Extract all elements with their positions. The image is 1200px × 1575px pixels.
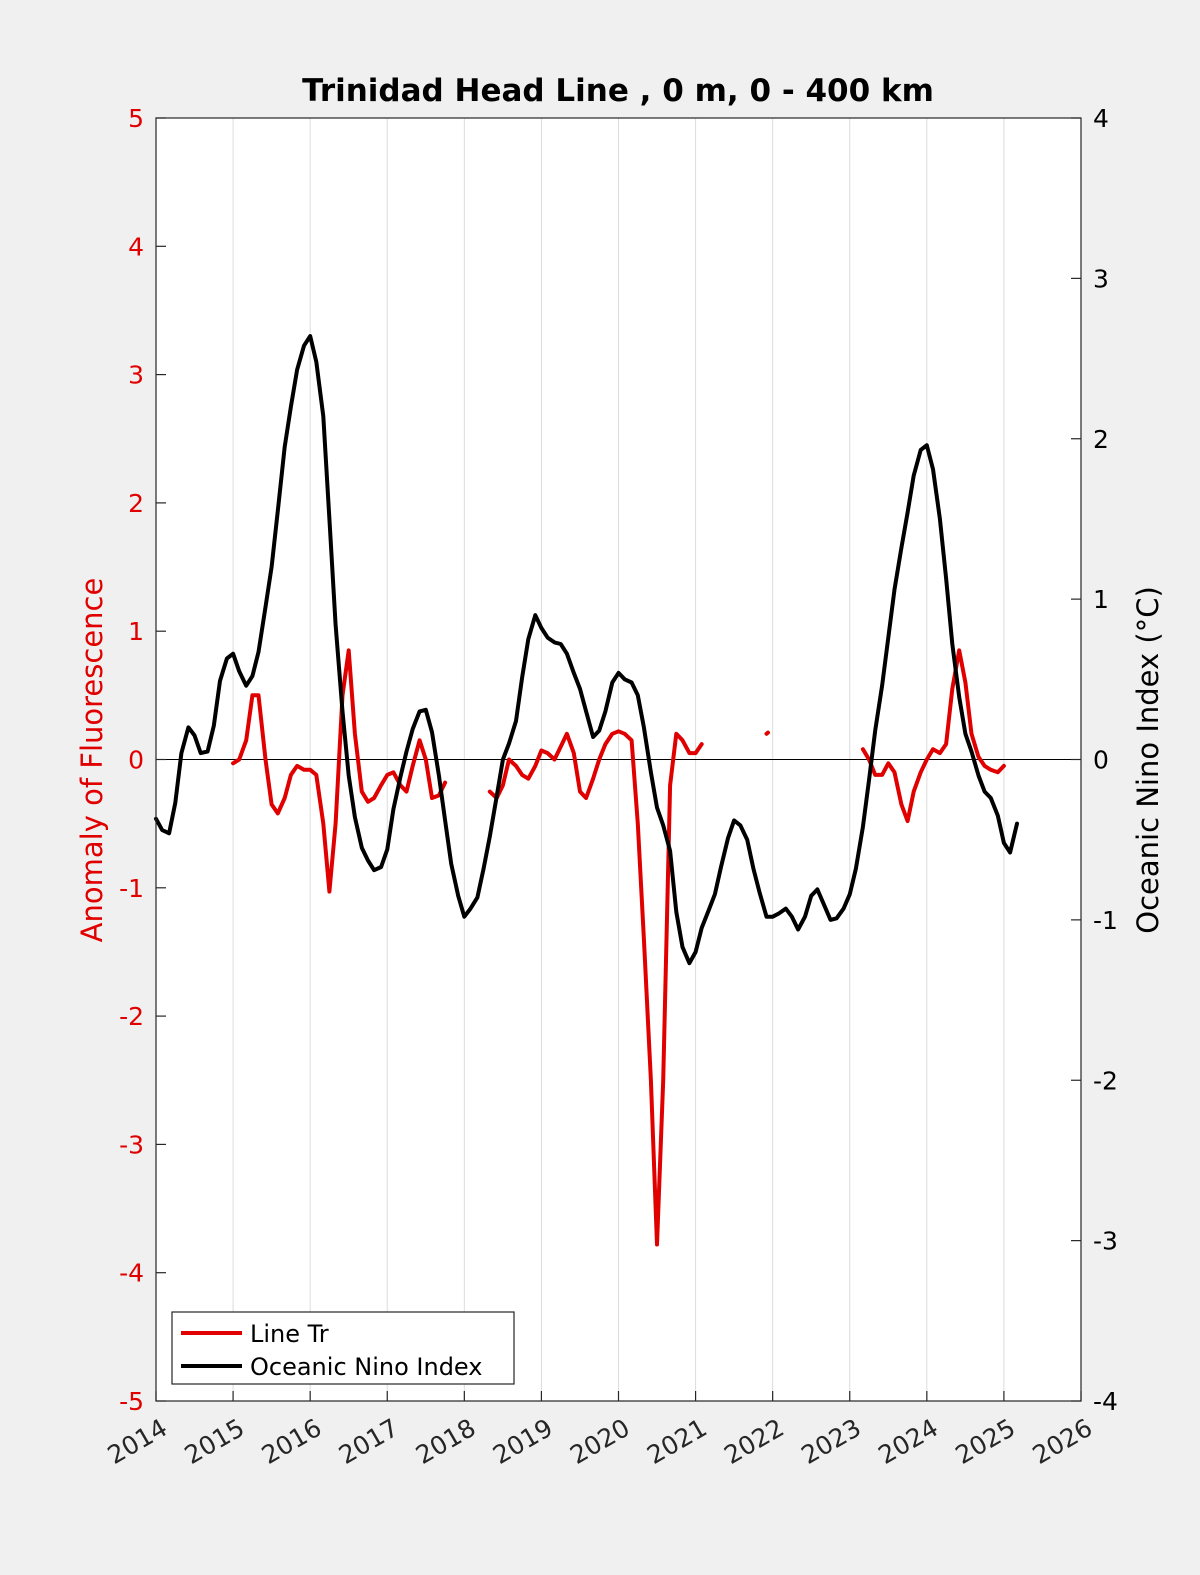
y-right-tick-label-1: 3: [1093, 264, 1109, 293]
y-left-tick-label-6: -1: [119, 874, 144, 903]
y-left-tick-label-9: -4: [119, 1259, 144, 1288]
y-left-tick-label-4: 1: [128, 617, 144, 646]
y-left-tick-label-8: -3: [119, 1130, 144, 1159]
y-right-tick-label-6: -2: [1093, 1066, 1118, 1095]
series-line-segment-0-1: [487, 729, 704, 1247]
series-line-tr: [231, 648, 1006, 1247]
legend-box: [171, 1311, 515, 1385]
chart-title: Trinidad Head Line , 0 m, 0 - 400 km: [302, 73, 934, 109]
y-right-tick-label-8: -4: [1093, 1387, 1118, 1416]
legend-label-oni: Oceanic Nino Index: [250, 1353, 482, 1381]
series-oceanic-nino-index: [154, 334, 1019, 966]
y-left-tick-label-0: 5: [128, 104, 144, 133]
series-line-segment-0-3: [860, 648, 1006, 824]
y-axis-right-label: Oceanic Nino Index (°C): [1131, 586, 1165, 934]
y-right-tick-label-0: 4: [1093, 104, 1109, 133]
y-right-tick-label-4: 0: [1093, 746, 1109, 775]
y-left-tick-label-10: -5: [119, 1387, 144, 1416]
legend: Line Tr Oceanic Nino Index: [171, 1311, 515, 1385]
y-right-tick-label-2: 2: [1093, 425, 1109, 454]
y-left-tick-label-2: 3: [128, 361, 144, 390]
legend-label-line-tr: Line Tr: [250, 1320, 329, 1348]
series-layer: [154, 334, 1019, 1247]
series-line-segment-1-0: [154, 334, 1019, 966]
series-line-segment-0-0: [231, 648, 448, 894]
y-left-tick-label-7: -2: [119, 1002, 144, 1031]
y-axis-left: 5 4 3 2 1 0 -1 -2 -3 -4 -5: [119, 104, 166, 1416]
y-left-tick-label-5: 0: [128, 746, 144, 775]
y-right-tick-label-7: -3: [1093, 1227, 1118, 1256]
y-left-tick-label-3: 2: [128, 489, 144, 518]
y-right-tick-label-5: -1: [1093, 906, 1118, 935]
y-right-tick-label-3: 1: [1093, 585, 1109, 614]
y-axis-right: 4 3 2 1 0 -1 -2 -3 -4: [1071, 104, 1118, 1416]
y-left-tick-label-1: 4: [128, 232, 144, 261]
series-line-segment-0-2: [764, 730, 770, 736]
y-axis-left-label: Anomaly of Fluorescence: [75, 578, 109, 943]
